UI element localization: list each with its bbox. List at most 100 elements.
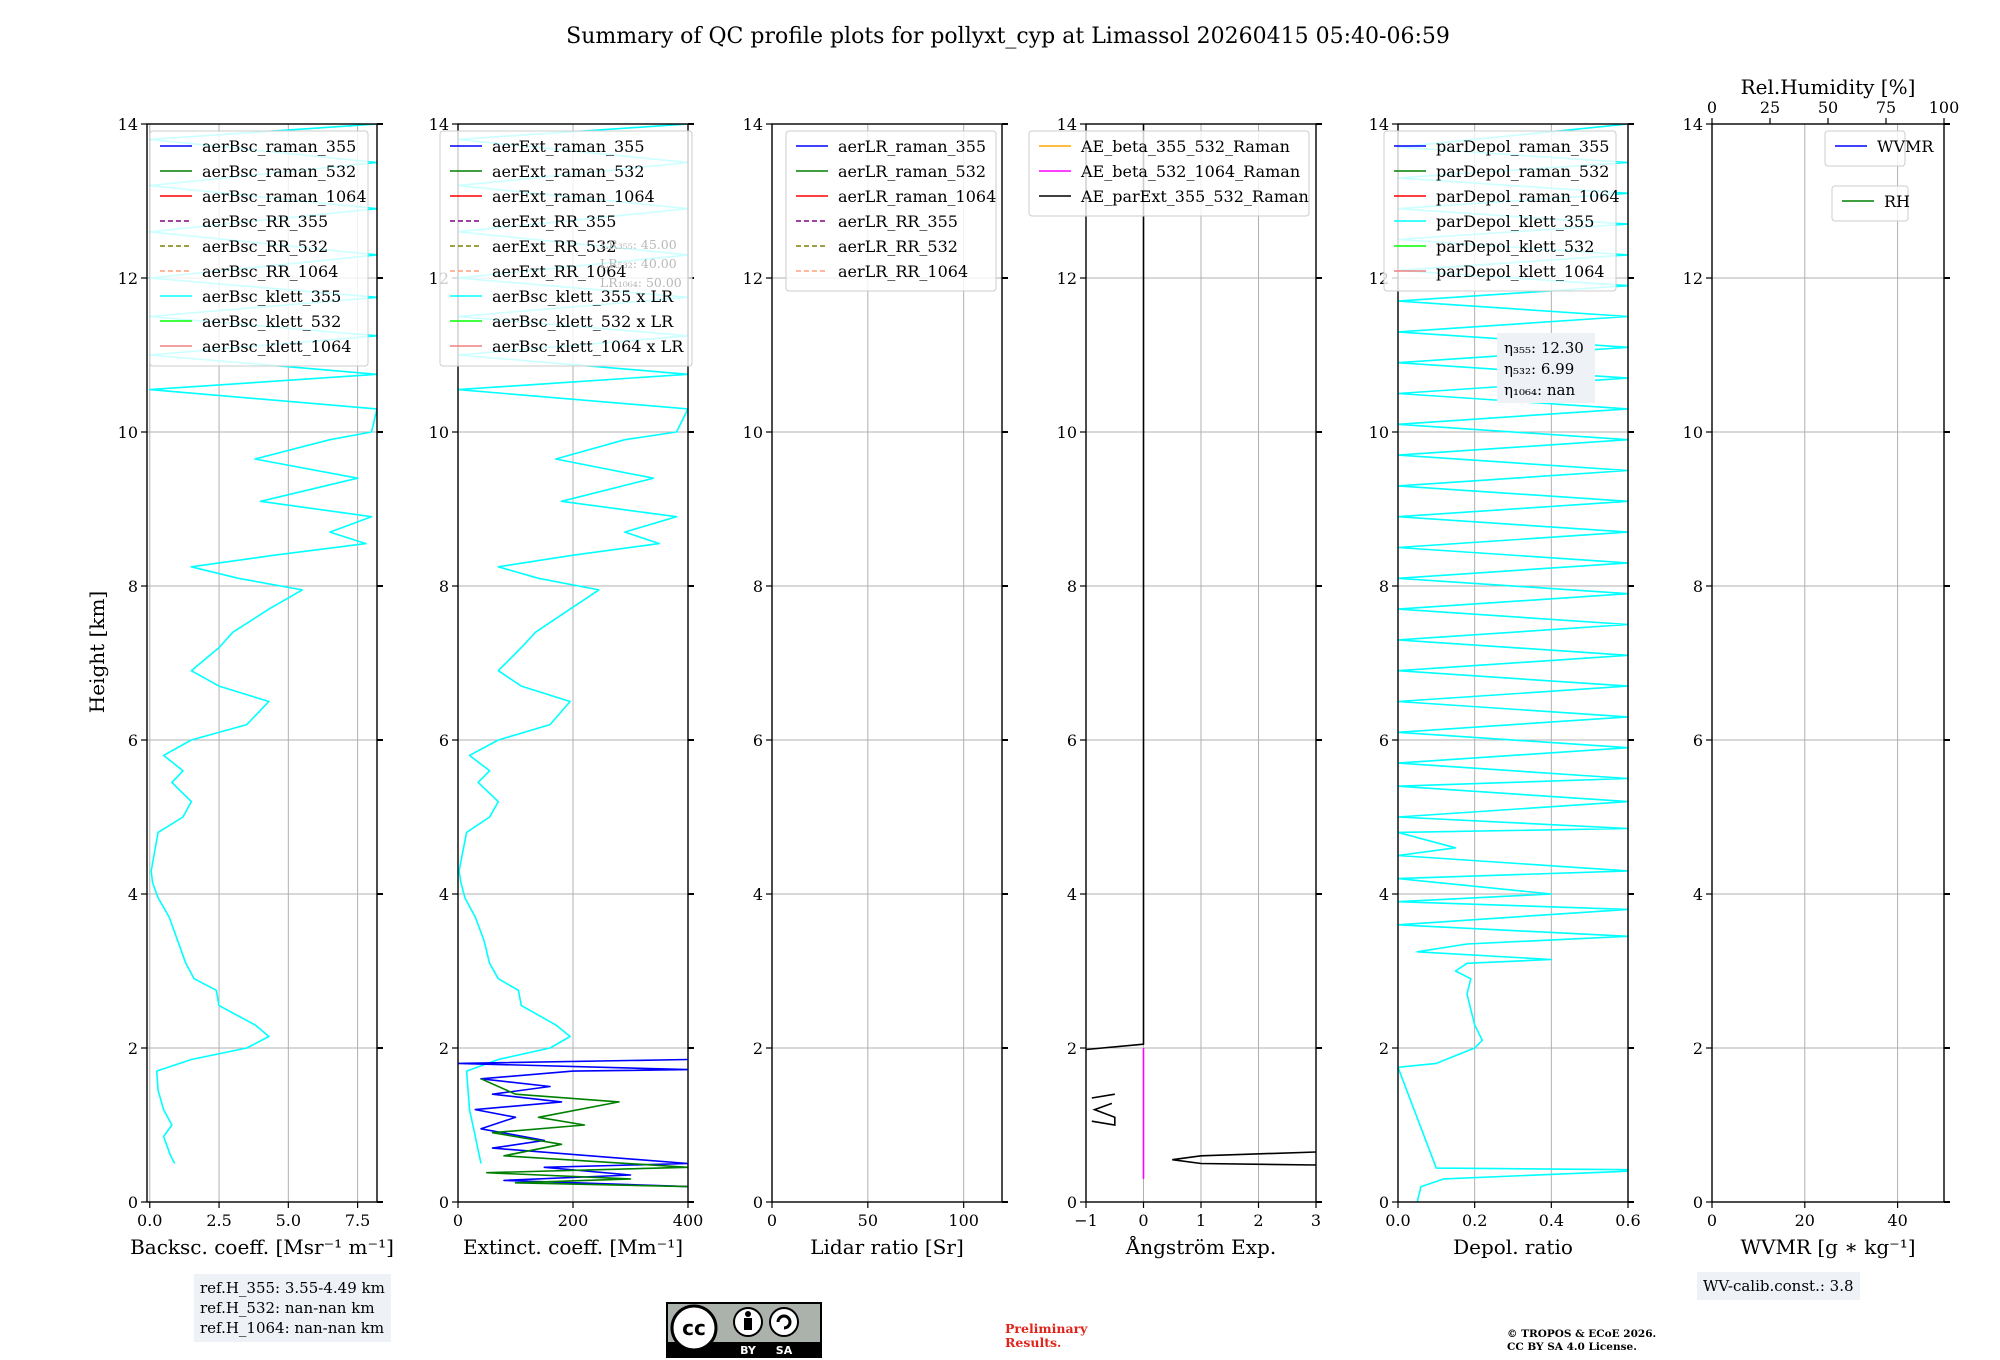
legend-label: aerLR_raman_355 <box>838 137 986 156</box>
eta-box <box>1497 333 1595 403</box>
legend-label: aerLR_RR_532 <box>838 237 958 256</box>
x-axis-label: Backsc. coeff. [Msr⁻¹ m⁻¹] <box>130 1235 394 1259</box>
legend-box <box>1028 130 1310 217</box>
legend: parDepol_raman_355 parDepol_raman_532 parD… <box>1383 130 1620 292</box>
lidar-ratio-annotation: LR₁₀₆₄: 50.00 <box>600 275 682 290</box>
y-tick-label: 14 <box>1057 115 1077 134</box>
y-tick-label: 2 <box>753 1039 763 1058</box>
wv-calibration-box: WV-calib.const.: 3.8 <box>1697 1272 1860 1300</box>
y-tick-label: 10 <box>1369 423 1389 442</box>
sa-share-arrow <box>776 1314 792 1330</box>
x-tick-label: 40 <box>1887 1211 1907 1230</box>
copyright-note: © TROPOS & ECoE 2026. CC BY SA 4.0 Licen… <box>1507 1328 1656 1354</box>
y-tick-label: 2 <box>439 1039 449 1058</box>
x-tick-label: 0 <box>1138 1211 1148 1230</box>
y-tick-label: 14 <box>743 115 763 134</box>
x-tick-label: 0.6 <box>1615 1211 1640 1230</box>
legend-label: aerBsc_RR_355 <box>202 212 328 231</box>
legend-label: AE_parExt_355_532_Raman <box>1080 187 1309 206</box>
series-group <box>149 124 377 1164</box>
series-segment-AE_parExt_355_532_Raman <box>1091 1093 1115 1099</box>
legend-label: aerExt_RR_1064 <box>492 262 627 281</box>
legend-box <box>1824 130 1906 167</box>
legend-label: RH <box>1884 192 1910 211</box>
y-tick-label: 12 <box>118 269 138 288</box>
lidar-ratio-annotation: LR₅₃₂: 40.00 <box>600 256 677 271</box>
y-tick-label: 6 <box>439 731 449 750</box>
y-tick-label: 4 <box>1379 885 1389 904</box>
y-tick-label: 0 <box>1067 1193 1077 1212</box>
legend-label: aerBsc_RR_1064 <box>202 262 338 281</box>
reference-height-box: ref.H_355: 3.55-4.49 km ref.H_532: nan-n… <box>194 1274 391 1342</box>
legend-label: aerExt_raman_1064 <box>492 187 655 206</box>
y-tick-label: 6 <box>753 731 763 750</box>
legend-box <box>149 130 369 367</box>
x-tick-label: −1 <box>1074 1211 1098 1230</box>
x-tick-label: 1 <box>1196 1211 1206 1230</box>
wv-calib-const: WV-calib.const.: 3.8 <box>1703 1277 1854 1295</box>
eta-label: η₅₃₂: 6.99 <box>1504 360 1574 378</box>
legend-label: parDepol_klett_1064 <box>1436 262 1605 281</box>
y-tick-label: 8 <box>439 577 449 596</box>
x-tick-label: 400 <box>673 1211 704 1230</box>
series-group <box>1398 124 1628 1202</box>
series-line-aerExt_raman_355 <box>458 1058 688 1188</box>
x2-tick-label: 0 <box>1707 98 1717 117</box>
y-tick-label: 0 <box>753 1193 763 1212</box>
legend-label: aerBsc_raman_532 <box>202 162 356 181</box>
x-axis-label: WVMR [g ∗ kg⁻¹] <box>1740 1235 1915 1259</box>
axes-frame <box>771 123 1003 1203</box>
x-tick-label: 5.0 <box>276 1211 301 1230</box>
preliminary-results-note: Preliminary Results. <box>1005 1322 1087 1350</box>
ref-height-532: ref.H_532: nan-nan km <box>200 1299 375 1317</box>
copyright-line-2: CC BY SA 4.0 License. <box>1507 1341 1637 1353</box>
y-tick-label: 0 <box>128 1193 138 1212</box>
y-tick-label: 8 <box>753 577 763 596</box>
x-tick-label: 0.2 <box>1462 1211 1487 1230</box>
cc-license-badge: cc BY SA <box>666 1302 822 1358</box>
y-tick-label: 2 <box>1379 1039 1389 1058</box>
y-tick-label: 8 <box>1067 577 1077 596</box>
y-tick-label: 6 <box>1379 731 1389 750</box>
panel-lidar_ratio: 0 2 4 6 8 10 12 14 0 50 100 Lidar ratio [Sr] aerLR_r… <box>743 115 1008 1259</box>
y-tick-label: 8 <box>1379 577 1389 596</box>
legend-label: aerBsc_klett_532 x LR <box>492 312 674 331</box>
x2-tick-label: 100 <box>1929 98 1960 117</box>
y-tick-label: 12 <box>1683 269 1703 288</box>
legend-label: aerBsc_raman_355 <box>202 137 356 156</box>
by-person-head <box>745 1311 751 1317</box>
y-tick-label: 4 <box>753 885 763 904</box>
x-tick-label: 0.0 <box>137 1211 162 1230</box>
legend-label: aerLR_RR_1064 <box>838 262 968 281</box>
cc-by-text: BY <box>740 1344 757 1357</box>
y-tick-label: 10 <box>118 423 138 442</box>
y-tick-label: 4 <box>439 885 449 904</box>
x-tick-label: 50 <box>858 1211 878 1230</box>
legend-box <box>785 130 997 292</box>
y-tick-label: 4 <box>1693 885 1703 904</box>
legend: AE_beta_355_532_Raman AE_beta_532_1064_Ra… <box>1028 130 1310 217</box>
legend-label: AE_beta_355_532_Raman <box>1080 137 1290 156</box>
cc-icon <box>670 1304 718 1352</box>
y-tick-label: 6 <box>1067 731 1077 750</box>
legend: WVMR <box>1824 130 1934 167</box>
x-tick-label: 0 <box>767 1211 777 1230</box>
cc-icon-text: cc <box>682 1316 706 1340</box>
y-tick-label: 6 <box>1693 731 1703 750</box>
y-tick-label: 0 <box>1379 1193 1389 1212</box>
x-tick-label: 7.5 <box>345 1211 370 1230</box>
legend-label: aerBsc_klett_355 <box>202 287 341 306</box>
x-axis-label: Depol. ratio <box>1453 1235 1573 1259</box>
y-axis-label: Height [km] <box>85 591 109 713</box>
y-tick-label: 10 <box>429 423 449 442</box>
series-line-aerBsc_klett_355 <box>149 124 377 1164</box>
y-tick-label: 6 <box>128 731 138 750</box>
legend-label: parDepol_raman_355 <box>1436 137 1609 156</box>
x-tick-label: 0.0 <box>1385 1211 1410 1230</box>
y-tick-label: 14 <box>1683 115 1703 134</box>
x-tick-label: 200 <box>558 1211 589 1230</box>
series-segment-AE_parExt_355_532_Raman <box>1091 1102 1116 1126</box>
x-tick-label: 0.4 <box>1539 1211 1564 1230</box>
